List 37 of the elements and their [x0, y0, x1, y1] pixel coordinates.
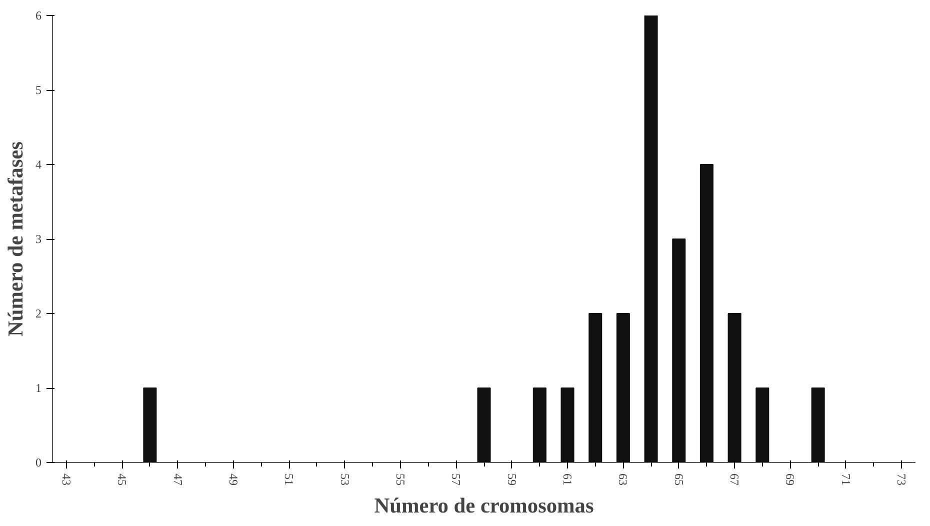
y-tick-label: 3: [36, 232, 42, 246]
x-tick-label: 65: [672, 474, 686, 486]
x-tick-label: 69: [783, 474, 798, 486]
x-tick-label: 59: [504, 474, 519, 486]
y-tick-label: 2: [36, 306, 42, 320]
x-tick-label: 71: [838, 474, 853, 486]
y-axis-title: Número de metafases: [4, 141, 28, 337]
y-tick-label: 0: [36, 456, 42, 470]
x-tick-label: 73: [894, 474, 909, 486]
y-tick-label: 4: [36, 158, 42, 172]
bar: [672, 238, 686, 462]
bar: [811, 388, 825, 462]
bar: [616, 313, 630, 462]
x-axis-title: Número de cromosomas: [374, 494, 594, 518]
x-tick-label: 51: [282, 474, 296, 486]
x-tick-label: 49: [226, 474, 240, 486]
bar: [143, 388, 157, 462]
bar: [700, 164, 714, 462]
x-tick-label: 57: [449, 474, 464, 486]
bar: [532, 388, 546, 462]
x-tick-label: 67: [728, 474, 742, 486]
x-tick-label: 45: [115, 474, 130, 486]
x-tick-label: 47: [170, 474, 185, 486]
x-tick-label: 55: [393, 474, 408, 486]
bar: [728, 313, 742, 462]
bar: [560, 388, 574, 462]
bar: [588, 313, 602, 462]
x-tick-label: 61: [560, 474, 575, 486]
bar: [644, 16, 658, 462]
x-tick-label: 53: [338, 474, 352, 486]
x-tick-label: 43: [59, 474, 74, 486]
y-tick-label: 1: [36, 381, 42, 395]
x-tick-label: 63: [616, 474, 630, 486]
y-tick-label: 5: [36, 83, 42, 97]
y-tick-label: 6: [36, 8, 42, 22]
bar: [756, 388, 770, 462]
bar: [477, 388, 491, 462]
